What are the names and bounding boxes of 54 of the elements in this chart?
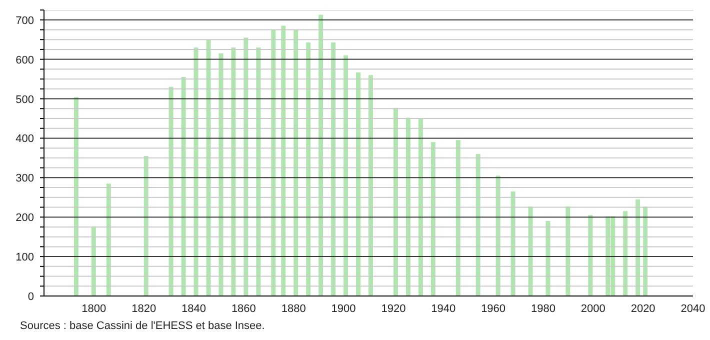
bar bbox=[393, 108, 398, 296]
x-tick-label: 2040 bbox=[680, 302, 706, 315]
x-tick-label: 1960 bbox=[481, 302, 506, 315]
y-tick-label: 400 bbox=[16, 133, 34, 146]
bar bbox=[456, 140, 460, 296]
bar bbox=[306, 42, 311, 296]
y-tick-label: 500 bbox=[16, 94, 34, 106]
bar bbox=[546, 221, 550, 296]
x-tick-label: 1900 bbox=[331, 302, 356, 315]
x-tick-label: 2000 bbox=[580, 302, 606, 315]
y-tick-label: 200 bbox=[16, 212, 34, 224]
bar bbox=[91, 226, 96, 296]
x-tick-label: 1880 bbox=[281, 302, 306, 315]
x-tick-label: 1980 bbox=[530, 302, 556, 315]
bar bbox=[168, 86, 174, 296]
bar bbox=[496, 176, 500, 296]
y-tick-label: 300 bbox=[16, 172, 34, 185]
bar bbox=[244, 38, 248, 296]
x-tick-label: 1840 bbox=[182, 302, 206, 315]
bar bbox=[510, 191, 516, 296]
bar bbox=[344, 55, 348, 296]
bar bbox=[356, 72, 361, 296]
x-tick-label: 2020 bbox=[630, 302, 656, 315]
y-tick-label: 700 bbox=[16, 14, 34, 27]
x-tick-label: 1940 bbox=[431, 302, 456, 315]
bar bbox=[181, 77, 186, 296]
bar bbox=[271, 30, 276, 296]
bar bbox=[418, 118, 423, 296]
x-tick-label: 1860 bbox=[231, 302, 256, 315]
x-tick-label: 1800 bbox=[82, 302, 106, 315]
source-note: Sources : base Cassini de l'EHESS et base Insee. bbox=[20, 320, 265, 332]
bar bbox=[74, 97, 78, 296]
bar bbox=[231, 47, 236, 296]
bar bbox=[144, 156, 148, 296]
bar bbox=[588, 215, 593, 296]
bar bbox=[623, 211, 628, 296]
bar bbox=[318, 14, 324, 296]
x-tick-label: 1920 bbox=[381, 302, 406, 315]
bar bbox=[368, 75, 373, 296]
bar bbox=[636, 199, 640, 296]
bar bbox=[194, 47, 198, 296]
y-tick-label: 100 bbox=[16, 252, 34, 264]
bar bbox=[106, 184, 111, 296]
bar bbox=[218, 53, 224, 296]
y-tick-label: 600 bbox=[16, 54, 34, 66]
bar bbox=[476, 154, 480, 296]
bar bbox=[256, 47, 261, 296]
bar bbox=[430, 142, 436, 296]
bar bbox=[281, 26, 286, 296]
bar bbox=[406, 118, 410, 296]
bar bbox=[331, 42, 336, 296]
y-tick-label: 0 bbox=[28, 291, 34, 303]
bar bbox=[294, 30, 298, 296]
x-tick-label: 1820 bbox=[132, 302, 156, 315]
